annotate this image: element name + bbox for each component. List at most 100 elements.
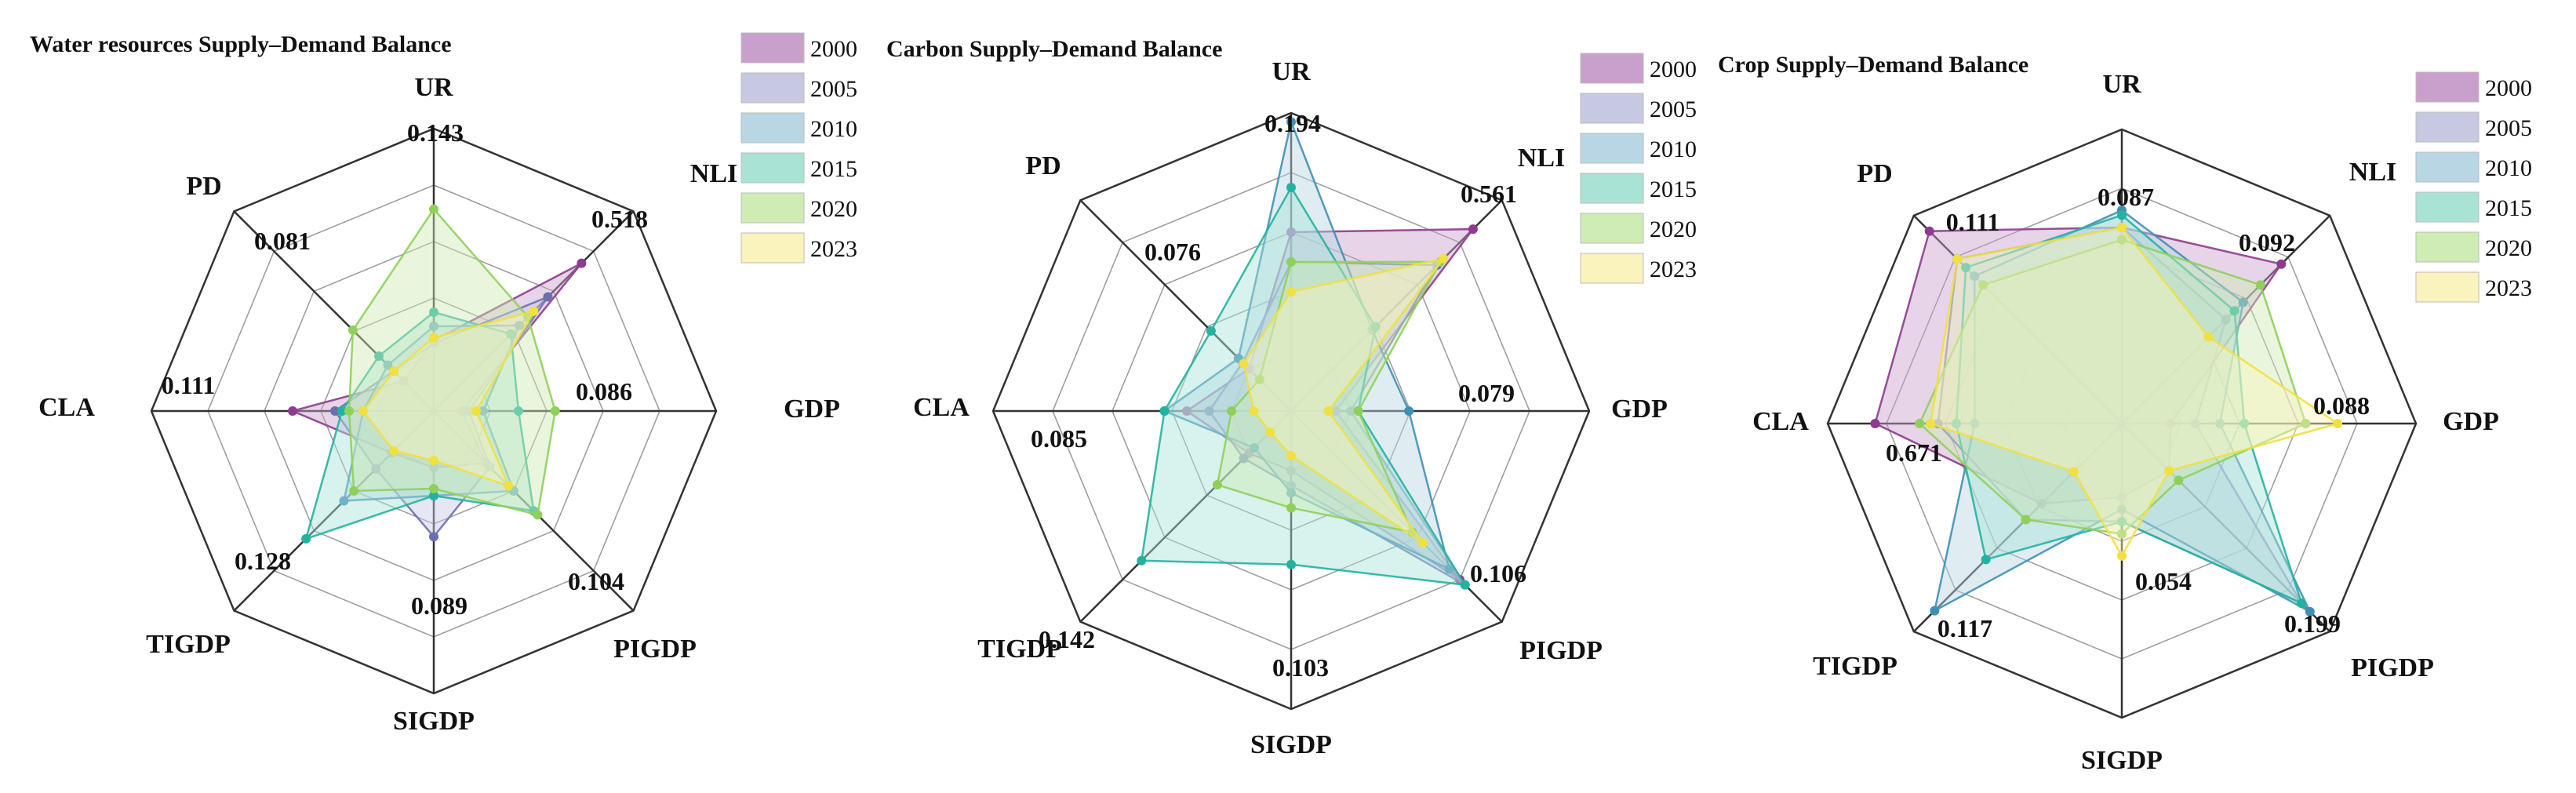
data-point-2005-tigdp xyxy=(1239,453,1249,464)
legend-label-2005: 2005 xyxy=(2485,115,2532,141)
data-point-2020-sigdp xyxy=(429,484,438,493)
data-point-2000-pd xyxy=(1924,226,1934,236)
data-point-2000-nli xyxy=(1468,224,1478,235)
data-point-2015-tigdp xyxy=(301,533,311,544)
data-point-2023-pd xyxy=(1239,358,1249,369)
data-point-2020-nli xyxy=(523,311,533,322)
data-point-2000-nli xyxy=(2276,259,2287,269)
max-value-label-gdp: 0.086 xyxy=(576,377,632,406)
data-point-2015-cla xyxy=(1159,406,1170,416)
axis-label-pigdp: PIGDP xyxy=(1519,636,1603,665)
legend-label-2020: 2020 xyxy=(2485,235,2532,261)
data-point-2023-pigdp xyxy=(1417,537,1428,547)
data-point-2023-nli xyxy=(1439,253,1449,264)
data-point-2005-tigdp xyxy=(371,464,381,474)
data-point-2010-tigdp xyxy=(1930,606,1940,616)
data-point-2015-tigdp xyxy=(1137,555,1147,566)
data-point-2010-sigdp xyxy=(1286,488,1296,498)
series-2023 xyxy=(1926,223,2342,561)
max-value-label-cla: 0.111 xyxy=(162,371,215,399)
axis-spoke-pd xyxy=(1079,199,1292,412)
data-point-2015-tigdp xyxy=(1981,555,1991,565)
data-point-2020-ur xyxy=(1286,257,1296,267)
data-point-2010-cla xyxy=(1970,419,1980,428)
max-value-label-tigdp: 0.117 xyxy=(1937,614,1992,642)
axis-label-ur: UR xyxy=(2102,70,2141,99)
chart-title: Carbon Supply–Demand Balance xyxy=(886,36,1222,62)
axis-label-pd: PD xyxy=(186,172,221,201)
data-point-2015-pigdp xyxy=(1460,580,1470,590)
legend-swatch-2015 xyxy=(740,152,805,184)
data-point-2010-pd xyxy=(1970,271,1980,282)
data-point-2023-tigdp xyxy=(2068,467,2079,477)
axis-label-ur: UR xyxy=(1272,57,1311,86)
data-point-2023-sigdp xyxy=(1286,451,1296,460)
axis-spoke-tigdp xyxy=(1912,423,2123,633)
axis-label-cla: CLA xyxy=(913,393,970,422)
legend-swatch-2015 xyxy=(2415,191,2480,223)
data-point-2015-ur xyxy=(1286,183,1296,192)
data-point-2000-cla xyxy=(1870,419,1880,428)
legend: 2000 2005 2010 2015 2020 2023 xyxy=(740,32,857,264)
legend-swatch-2000 xyxy=(1580,53,1644,84)
data-point-2023-cla xyxy=(1926,419,1936,428)
legend-label-2000: 2000 xyxy=(810,36,857,62)
axis-spoke-pigdp xyxy=(2121,423,2331,633)
data-point-2015-nli xyxy=(1370,322,1381,332)
data-point-2000-cla xyxy=(288,406,297,416)
legend-swatch-2000 xyxy=(2415,71,2480,103)
data-point-2020-tigdp xyxy=(349,486,359,496)
legend-label-2015: 2015 xyxy=(810,156,857,182)
data-point-2015-cla xyxy=(337,406,347,416)
legend-swatch-2005 xyxy=(1580,93,1644,124)
data-point-2023-cla xyxy=(1249,406,1259,416)
series-2005 xyxy=(330,292,553,542)
data-point-2005-sigdp xyxy=(429,532,438,542)
data-point-2010-tigdp xyxy=(1249,443,1259,453)
data-point-2020-cla xyxy=(1227,406,1236,416)
axis-spoke-pd xyxy=(1912,214,2123,424)
data-point-2000-gdp xyxy=(2166,419,2176,428)
data-point-2015-cla xyxy=(1952,419,1962,428)
data-point-2005-gdp xyxy=(1346,406,1355,416)
data-point-2000-ur xyxy=(1286,227,1296,237)
data-point-2023-pd xyxy=(1952,254,1963,264)
max-value-label-gdp: 0.088 xyxy=(2313,391,2370,420)
legend-label-2010: 2010 xyxy=(1650,136,1697,162)
data-point-2020-gdp xyxy=(2301,419,2311,428)
data-point-2015-pd xyxy=(1206,326,1216,336)
axis-label-nli: NLI xyxy=(1518,144,1565,173)
radar-chart-2: Carbon Supply–Demand Balance UR NLI GDP PIGD… xyxy=(886,36,1697,759)
max-value-label-pigdp: 0.104 xyxy=(568,567,624,595)
data-point-2010-ur xyxy=(429,322,438,331)
legend-label-2015: 2015 xyxy=(1650,176,1697,202)
data-point-2023-pigdp xyxy=(2164,466,2174,476)
axis-label-tigdp: TIGDP xyxy=(977,635,1062,664)
radar-chart-3: Crop Supply–Demand Balance UR NLI GDP PIGDP S… xyxy=(1718,52,2532,775)
data-point-2020-tigdp xyxy=(2021,515,2031,525)
data-point-2020-pigdp xyxy=(2174,475,2184,486)
legend-label-2005: 2005 xyxy=(1650,96,1697,122)
data-point-2010-ur xyxy=(1286,117,1296,127)
data-point-2000-gdp xyxy=(457,406,467,416)
data-point-2020-pd xyxy=(1978,280,1988,290)
data-point-2023-nli xyxy=(529,306,539,316)
data-point-2010-tigdp xyxy=(339,496,349,506)
axis-label-cla: CLA xyxy=(1752,407,1809,436)
max-value-label-pigdp: 0.106 xyxy=(1470,559,1526,587)
max-value-label-cla: 0.085 xyxy=(1031,424,1087,453)
data-point-2010-pigdp xyxy=(2305,606,2315,617)
data-point-2020-pd xyxy=(347,325,358,335)
legend-swatch-2010 xyxy=(1580,133,1644,164)
data-point-2020-pigdp xyxy=(533,510,543,520)
axis-label-nli: NLI xyxy=(2349,158,2396,187)
data-point-2010-nli xyxy=(2238,297,2248,307)
axis-label-pigdp: PIGDP xyxy=(613,635,697,664)
data-point-2000-sigdp xyxy=(429,463,438,472)
max-value-label-pd: 0.081 xyxy=(254,227,311,255)
data-point-2020-pd xyxy=(1254,374,1264,384)
legend-label-2010: 2010 xyxy=(810,116,857,142)
radar-chart-1: Water resources Supply–Demand Balance UR N… xyxy=(30,31,857,736)
